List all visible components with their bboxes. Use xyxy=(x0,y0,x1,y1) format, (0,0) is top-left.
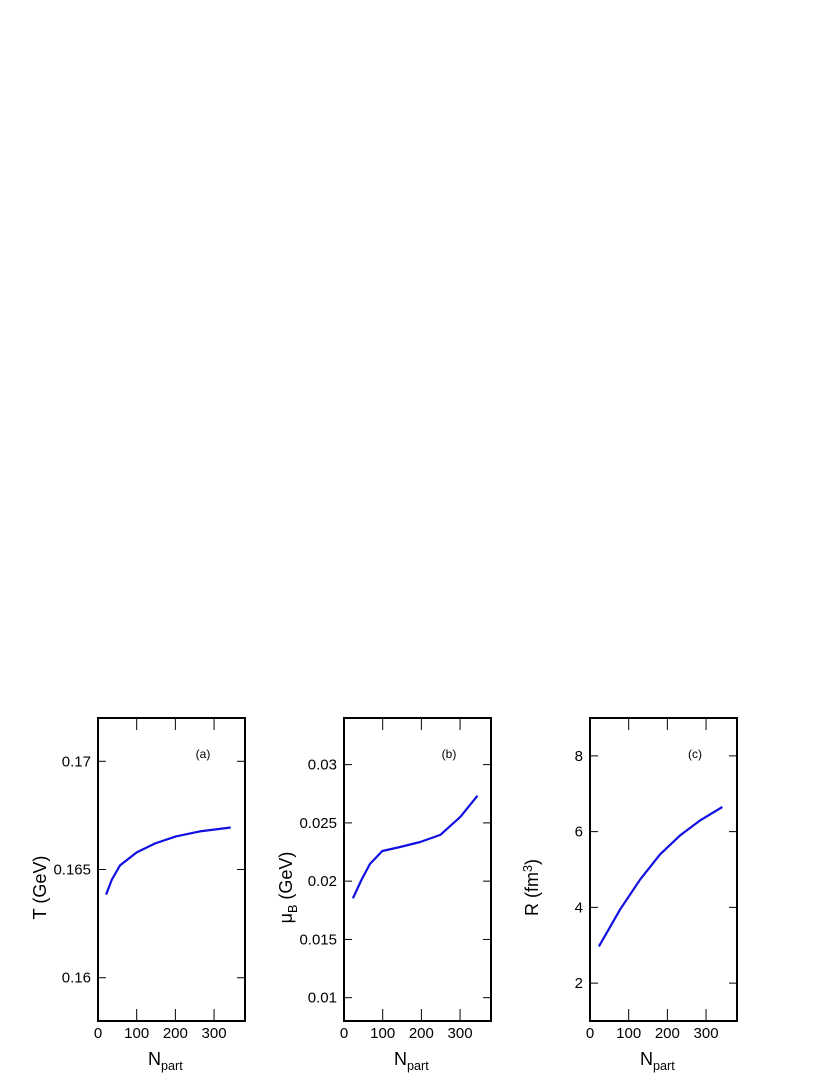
x-axis-title-part: N xyxy=(394,1049,407,1069)
y-tick-label: 0.02 xyxy=(308,873,337,890)
x-tick-label: 0 xyxy=(94,1025,102,1042)
y-axis-title-part: B xyxy=(286,905,300,913)
y-axis-title-part: (GeV) xyxy=(276,852,296,905)
y-tick-label: 0.16 xyxy=(62,970,91,987)
x-tick-label: 300 xyxy=(202,1025,227,1042)
y-axis-title-part: μ xyxy=(276,913,296,923)
x-axis-title: Npart xyxy=(394,1049,429,1073)
y-axis-title: R (fm3) xyxy=(521,859,542,916)
panel-label: (a) xyxy=(196,747,211,761)
x-tick-label: 300 xyxy=(694,1025,719,1042)
curve xyxy=(105,826,231,895)
y-tick-label: 0.025 xyxy=(299,815,337,832)
y-tick-label: 6 xyxy=(575,824,583,841)
y-tick-label: 0.165 xyxy=(53,862,91,879)
y-axis-title-part: ) xyxy=(522,859,542,865)
x-axis-title-part: part xyxy=(407,1059,429,1073)
x-tick-label: 200 xyxy=(409,1025,434,1042)
y-axis-title-part: 3 xyxy=(521,865,535,872)
x-tick-label: 100 xyxy=(370,1025,395,1042)
plot-frame xyxy=(97,717,246,1022)
y-axis-title-part: T (GeV) xyxy=(30,856,50,920)
x-axis-title: Npart xyxy=(148,1049,183,1073)
x-axis-title-part: N xyxy=(148,1049,161,1069)
y-tick-label: 4 xyxy=(575,899,583,916)
x-tick-label: 300 xyxy=(448,1025,473,1042)
y-tick-label: 0.01 xyxy=(308,990,337,1007)
plot-frame xyxy=(589,717,738,1022)
x-tick-label: 200 xyxy=(163,1025,188,1042)
x-axis-title-part: N xyxy=(640,1049,653,1069)
plot-frame xyxy=(343,717,492,1022)
curve xyxy=(351,795,479,899)
x-axis-title: Npart xyxy=(640,1049,675,1073)
panel-label: (c) xyxy=(688,747,702,761)
panel-label: (b) xyxy=(442,747,457,761)
x-tick-label: 200 xyxy=(655,1025,680,1042)
y-axis-title: μB (GeV) xyxy=(276,852,300,924)
y-tick-label: 0.17 xyxy=(62,753,91,770)
x-tick-label: 0 xyxy=(586,1025,594,1042)
x-axis-title-part: part xyxy=(161,1059,183,1073)
y-tick-label: 0.03 xyxy=(308,757,337,774)
y-axis-title-part: R (fm xyxy=(522,872,542,916)
y-tick-label: 2 xyxy=(575,975,583,992)
x-tick-label: 100 xyxy=(124,1025,149,1042)
curve xyxy=(597,806,723,947)
y-tick-label: 0.015 xyxy=(299,931,337,948)
x-tick-label: 0 xyxy=(340,1025,348,1042)
x-tick-label: 100 xyxy=(616,1025,641,1042)
y-tick-label: 8 xyxy=(575,748,583,765)
y-axis-title: T (GeV) xyxy=(30,856,50,920)
x-axis-title-part: part xyxy=(653,1059,675,1073)
